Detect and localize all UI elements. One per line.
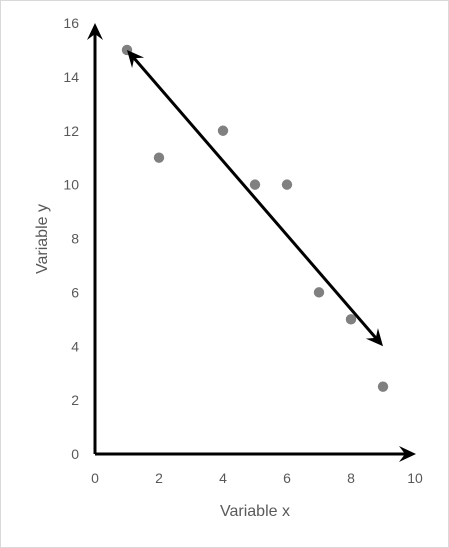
x-axis-arrowhead bbox=[399, 446, 416, 462]
x-tick-label: 6 bbox=[283, 470, 291, 486]
y-tick-label: 0 bbox=[71, 446, 79, 462]
y-tick-label: 4 bbox=[71, 338, 79, 354]
data-point bbox=[345, 314, 357, 325]
x-tick-label: 2 bbox=[155, 470, 163, 486]
data-point bbox=[217, 125, 229, 136]
x-tick-label: 4 bbox=[219, 470, 227, 486]
trend-arrow-line bbox=[129, 53, 381, 343]
trend-arrow bbox=[127, 49, 383, 347]
data-points bbox=[121, 44, 389, 392]
x-tick-label: 8 bbox=[347, 470, 355, 486]
data-point bbox=[281, 179, 293, 190]
trend-arrowhead-start bbox=[127, 49, 145, 69]
trend-arrowhead-end bbox=[365, 328, 383, 347]
axes bbox=[87, 23, 416, 462]
y-tick-label: 10 bbox=[63, 177, 79, 193]
y-tick-label: 6 bbox=[71, 284, 79, 300]
data-point bbox=[313, 287, 325, 298]
x-tick-labels: 0 2 4 6 8 10 bbox=[91, 470, 423, 486]
y-tick-labels: 0 2 4 6 8 10 12 14 16 bbox=[63, 15, 79, 462]
y-tick-label: 2 bbox=[71, 392, 79, 408]
y-axis-arrowhead bbox=[87, 23, 103, 40]
data-point bbox=[377, 381, 389, 392]
x-tick-label: 10 bbox=[407, 470, 423, 486]
data-point bbox=[249, 179, 261, 190]
x-tick-label: 0 bbox=[91, 470, 99, 486]
y-tick-label: 12 bbox=[63, 123, 79, 139]
y-tick-label: 8 bbox=[71, 231, 79, 247]
y-tick-label: 16 bbox=[63, 15, 79, 31]
data-point bbox=[153, 152, 165, 163]
x-axis-title: Variable x bbox=[220, 503, 290, 520]
y-tick-label: 14 bbox=[63, 69, 79, 85]
y-axis-title: Variable y bbox=[34, 204, 51, 274]
